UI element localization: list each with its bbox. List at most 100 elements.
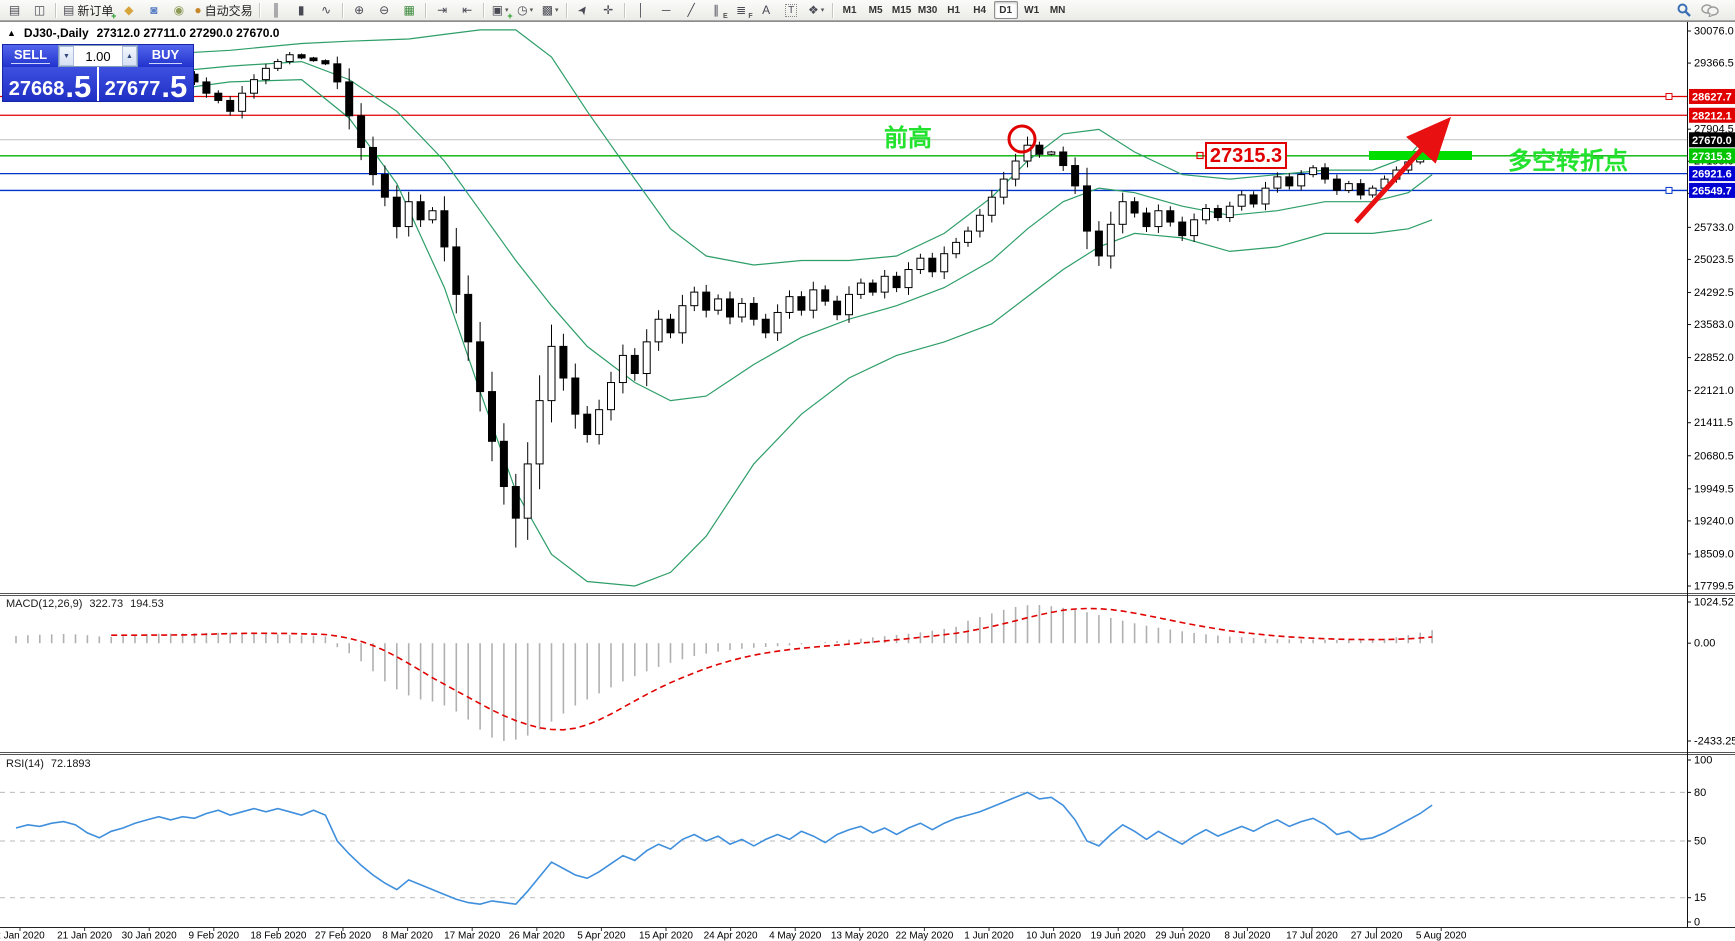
sell-button[interactable]: SELL <box>3 45 58 67</box>
tile-windows-icon[interactable]: ▦ <box>403 3 415 17</box>
data-window-icon[interactable]: ◫ <box>33 3 46 17</box>
toolbar-separator <box>482 2 485 18</box>
community-icon[interactable]: ◙ <box>150 3 158 17</box>
candlestick-chart-icon[interactable]: ▮ <box>297 3 305 17</box>
svg-text:25733.0: 25733.0 <box>1694 222 1734 234</box>
svg-text:26549.7: 26549.7 <box>1692 185 1732 197</box>
svg-text:9 Feb 2020: 9 Feb 2020 <box>188 931 239 941</box>
buy-price-main: 27677 <box>104 78 161 100</box>
svg-text:5 Apr 2020: 5 Apr 2020 <box>577 931 626 941</box>
sell-price[interactable]: 27668 .5 <box>3 67 97 102</box>
macd-signal-value: 194.53 <box>130 598 164 610</box>
chart-shift-icon[interactable]: ⇤ <box>462 3 473 17</box>
vertical-line-icon[interactable]: │ <box>637 3 645 17</box>
autotrading-button[interactable]: ● 自动交易 <box>194 3 253 18</box>
rsi-panel[interactable] <box>0 791 1687 906</box>
zoom-out-icon[interactable]: ⊖ <box>379 3 390 17</box>
price-badge-26921.6: 26921.6 <box>1689 166 1735 182</box>
svg-text:多空转折点: 多空转折点 <box>1508 147 1628 175</box>
timeframe-d1[interactable]: D1 <box>993 1 1018 19</box>
brush-icon[interactable]: ◆ <box>124 3 134 17</box>
svg-text:18509.0: 18509.0 <box>1694 548 1734 560</box>
timeframe-m5[interactable]: M5 <box>868 4 883 16</box>
text-icon[interactable]: A <box>762 3 771 17</box>
timeframe-mn[interactable]: MN <box>1049 4 1066 16</box>
period-dropdown[interactable]: ◷ ▾ <box>517 3 534 17</box>
timeframe-toolbar: M1 M5 M15 M30 H1 H4 D1 W1 MN <box>837 1 1071 19</box>
macd-panel[interactable] <box>15 604 1433 741</box>
hline-28627.7[interactable] <box>0 92 1687 100</box>
shapes-dropdown[interactable]: ❖ ▾ <box>807 3 825 17</box>
timeframe-h1[interactable]: H1 <box>947 4 961 16</box>
timeframe-w1[interactable]: W1 <box>1024 4 1040 16</box>
main-chart-panel[interactable]: 前高 27315.3 多空转折点 <box>0 29 1687 587</box>
trend-arrow[interactable] <box>1354 116 1452 224</box>
rsi-line <box>15 791 1433 906</box>
buy-button[interactable]: BUY <box>138 45 193 67</box>
high-circle[interactable] <box>1007 124 1037 154</box>
timeframe-m1[interactable]: M1 <box>842 4 857 16</box>
line-chart-icon[interactable]: ∿ <box>321 3 332 17</box>
hline-26549.7[interactable] <box>0 186 1687 194</box>
auto-scroll-icon[interactable]: ⇥ <box>437 3 448 17</box>
toolbar-separator <box>341 2 344 18</box>
equidistant-channel-icon[interactable]: ∥ E <box>713 3 728 20</box>
crosshair-icon[interactable]: ✛ <box>603 3 614 17</box>
svg-text:22852.0: 22852.0 <box>1694 352 1734 364</box>
collapse-arrow-icon[interactable]: ▲ <box>7 28 16 38</box>
svg-text:30 Jan 2020: 30 Jan 2020 <box>122 931 177 941</box>
text-label-icon[interactable]: T <box>779 0 804 20</box>
zoom-in-icon[interactable]: ⊕ <box>354 3 365 17</box>
template-dropdown[interactable]: ▩ ▾ <box>541 3 559 17</box>
fibonacci-icon[interactable]: ≣ F <box>736 3 753 20</box>
trendline-icon[interactable]: ╱ <box>687 3 695 17</box>
price-badge-28212.1: 28212.1 <box>1689 107 1735 123</box>
volume-increase-button[interactable]: ▲ <box>122 46 137 66</box>
svg-text:17 Jul 2020: 17 Jul 2020 <box>1286 931 1338 941</box>
svg-text:25023.5: 25023.5 <box>1694 254 1734 266</box>
bar-chart-icon[interactable]: ║ <box>271 3 281 17</box>
toolbar-separator <box>258 2 261 18</box>
symbol-period-label: DJ30-,Daily <box>23 26 89 40</box>
svg-text:27 Jul 2020: 27 Jul 2020 <box>1351 931 1403 941</box>
charts-grid-icon[interactable]: ▤ <box>8 3 21 17</box>
timeframe-m30[interactable]: M30 <box>917 4 938 16</box>
cursor-icon[interactable]: ➤ <box>574 1 592 19</box>
svg-text:21 Jan 2020: 21 Jan 2020 <box>57 931 112 941</box>
svg-text:24292.5: 24292.5 <box>1694 287 1734 299</box>
rsi-value: 72.1893 <box>50 758 91 770</box>
macd-main-value: 322.73 <box>89 598 124 610</box>
timeframe-h4[interactable]: H4 <box>973 4 987 16</box>
svg-text:19240.0: 19240.0 <box>1694 515 1734 527</box>
price-axis[interactable]: 30076.029366.527904.527195.026484.025733… <box>1687 26 1735 929</box>
buy-button-label: BUY <box>148 47 183 64</box>
new-order-button[interactable]: ▤ + 新订单 <box>63 3 117 21</box>
chat-icon[interactable] <box>1701 3 1719 17</box>
signals-icon[interactable]: ◉ <box>173 3 185 17</box>
price-badge-27315.3: 27315.3 <box>1689 148 1735 164</box>
time-axis[interactable]: 2 Jan 2020 21 Jan 2020 30 Jan 2020 9 Feb 20… <box>0 927 1467 941</box>
buy-price[interactable]: 27677 .5 <box>99 67 193 102</box>
volume-decrease-button[interactable]: ▼ <box>59 46 74 66</box>
timeframe-m15[interactable]: M15 <box>891 4 912 16</box>
search-icon[interactable] <box>1677 3 1691 17</box>
svg-text:1 Jun 2020: 1 Jun 2020 <box>964 931 1014 941</box>
svg-text:13 May 2020: 13 May 2020 <box>831 931 889 941</box>
horizontal-line-icon[interactable]: ─ <box>661 3 671 17</box>
volume-stepper: ▼ 1.00 ▲ <box>58 45 138 67</box>
indicators-add-dropdown[interactable]: ▣ + ▾ <box>491 3 513 21</box>
svg-text:27315.3: 27315.3 <box>1210 145 1282 167</box>
toolbar-separator <box>55 2 57 18</box>
price-badge-27670: 27670.0 <box>1689 132 1735 148</box>
price-flag[interactable]: 27315.3 <box>1196 142 1287 169</box>
turning-point-label[interactable]: 多空转折点 <box>1508 147 1628 175</box>
svg-text:23583.0: 23583.0 <box>1694 319 1734 331</box>
svg-text:5 Aug 2020: 5 Aug 2020 <box>1416 931 1467 941</box>
svg-text:前高: 前高 <box>884 124 932 152</box>
svg-text:29 Jun 2020: 29 Jun 2020 <box>1155 931 1210 941</box>
svg-text:29366.5: 29366.5 <box>1694 58 1734 70</box>
volume-input[interactable]: 1.00 <box>85 48 111 64</box>
macd-name: MACD(12,26,9) <box>6 598 83 610</box>
prev-high-label[interactable]: 前高 <box>884 124 932 152</box>
